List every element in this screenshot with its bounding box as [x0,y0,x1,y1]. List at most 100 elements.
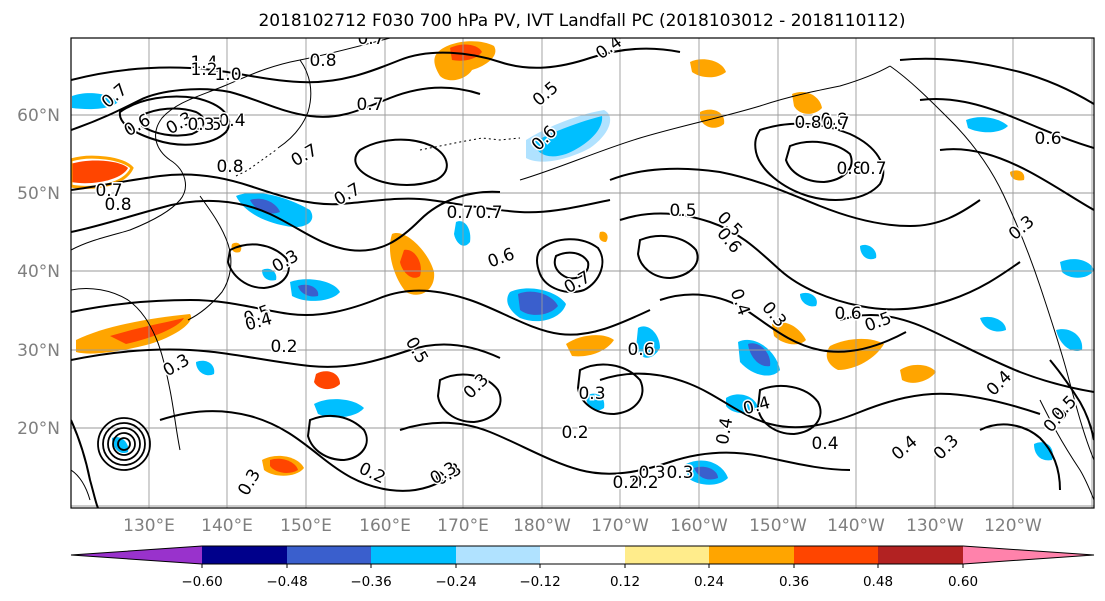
map-title: 2018102712 F030 700 hPa PV, IVT Landfall… [258,11,905,31]
pos-anomaly-hawaii-north [566,335,614,357]
neg-anomaly-small-e [262,268,277,281]
contour-label: 0.6 [627,340,654,360]
coast-aleutians [419,137,521,151]
lon-label: 150°W [749,516,807,536]
colorbar-segment [371,546,456,564]
pv-contour-31 [1049,359,1094,441]
colorbar-segment [963,546,1094,564]
colorbar-tick-label: −0.12 [519,574,560,590]
pv-contour-16 [754,122,885,201]
neg-anomaly-small-d [800,292,817,307]
pos-core-wpac2 [270,458,298,473]
neg-anomaly-wpac-b [196,360,215,376]
contour-label: 0.7 [859,159,886,179]
pv-contour-14 [399,421,851,475]
contour-label: 0.2 [561,423,588,443]
pos-core-east-china [110,318,184,344]
contour-label: 0.6 [1034,129,1061,149]
colorbar-segment [709,546,794,564]
pv-contour-20 [939,148,1094,211]
latitude-axis: 60°N 50°N 40°N 30°N 20°N [17,106,60,439]
pos-core-aleutian [450,44,482,61]
lon-label: 130°E [123,516,175,536]
contour-label: 1.2 [190,60,217,80]
colorbar-tick-label: −0.48 [266,574,307,590]
contour-label: 0.8 [309,51,336,71]
contour-label: 0.7 [95,181,122,201]
colorbar-segment [625,546,709,564]
lon-label: 180°W [513,516,571,536]
pv-contour-21 [839,314,1094,393]
pv-contour-30 [979,423,1061,491]
pv-contour-19 [919,97,1094,149]
neg-anomaly-wpac-a [314,399,364,418]
lon-label: 130°W [906,516,964,536]
lon-label: 170°E [437,516,489,536]
lon-label: 140°W [827,516,885,536]
contour-label: 0.7 [475,203,502,223]
contour-label: 0.3 [638,463,665,483]
pv-contour-7 [71,289,651,336]
colorbar-segment [202,546,287,564]
coastlines [71,38,1094,501]
pos-anomaly-gulf [792,91,822,114]
neg-core-trop-east [694,466,718,480]
contour-label: 1.0 [214,65,241,85]
contour-label: 0.3 [187,115,214,135]
pv-contour-23 [306,414,368,462]
neg-core-bering [534,116,603,157]
neg-anomaly-small-c [860,244,877,260]
contour-label: 0.7 [446,203,473,223]
colorbar [70,545,1095,568]
contour-label: 0.7 [357,29,384,49]
typhoon-pv-rings [97,417,151,471]
lat-label: 50°N [17,184,60,204]
contour-label: 0.4 [811,434,838,454]
pos-anomaly-baja [900,364,936,383]
colorbar-segment [540,546,625,564]
pv-contour-5 [71,173,611,214]
lat-label: 60°N [17,106,60,126]
neg-core-okhotsk [250,198,280,214]
contour-label: 0.8 [794,113,821,133]
lat-label: 30°N [17,341,60,361]
lat-label: 20°N [17,419,60,439]
pv-contour-24 [436,373,502,424]
contour-label: 0.7 [356,95,383,115]
contour-label: 0.8 [216,157,243,177]
lat-lon-gridlines [71,38,1094,508]
lon-label: 140°E [201,516,253,536]
neg-anomaly-gulf [966,117,1008,133]
pos-anomaly-subtrop-east [772,322,806,345]
contour-label: 0.8 [836,159,863,179]
coast-mexico [1039,399,1094,501]
contour-label: 0.2 [631,473,658,493]
ivt-pc-shading [71,41,1094,485]
pv-contour-28 [354,138,448,186]
lon-label: 160°W [670,516,728,536]
colorbar-tick-label: 0.12 [610,574,640,590]
pv-contours [71,47,1094,508]
neg-anomaly-northam3 [1056,329,1083,352]
pv-contour-32 [226,243,290,290]
pv-contour-2 [71,86,481,131]
pv-contour-3 [118,95,231,146]
neg-core-east-mid [748,343,771,367]
colorbar-tick-labels: −0.60 −0.48 −0.36 −0.24 −0.12 0.12 0.24 … [181,574,978,590]
lon-label: 150°E [280,516,332,536]
pos-anomaly-small3 [1010,170,1025,181]
pv-contour-15 [159,410,461,492]
colorbar-tick-label: 0.36 [779,574,809,590]
neg-anomaly-northam2 [980,316,1006,332]
pos-anomaly-japan-sea [71,160,128,184]
lon-label: 170°W [591,516,649,536]
coast-japan [187,195,232,321]
coast-alaska [519,65,891,181]
lon-label: 160°E [359,516,411,536]
map-panel: 1.41.21.00.70.80.70.40.50.3 0.40.50.6 0.30… [71,29,1094,508]
contour-label: 0.4 [218,111,245,131]
longitude-axis: 130°E 140°E 150°E 160°E 170°E 180°W 170°… [123,516,1042,536]
pv-contour-17 [784,140,853,184]
colorbar-tick-label: 0.24 [694,574,724,590]
